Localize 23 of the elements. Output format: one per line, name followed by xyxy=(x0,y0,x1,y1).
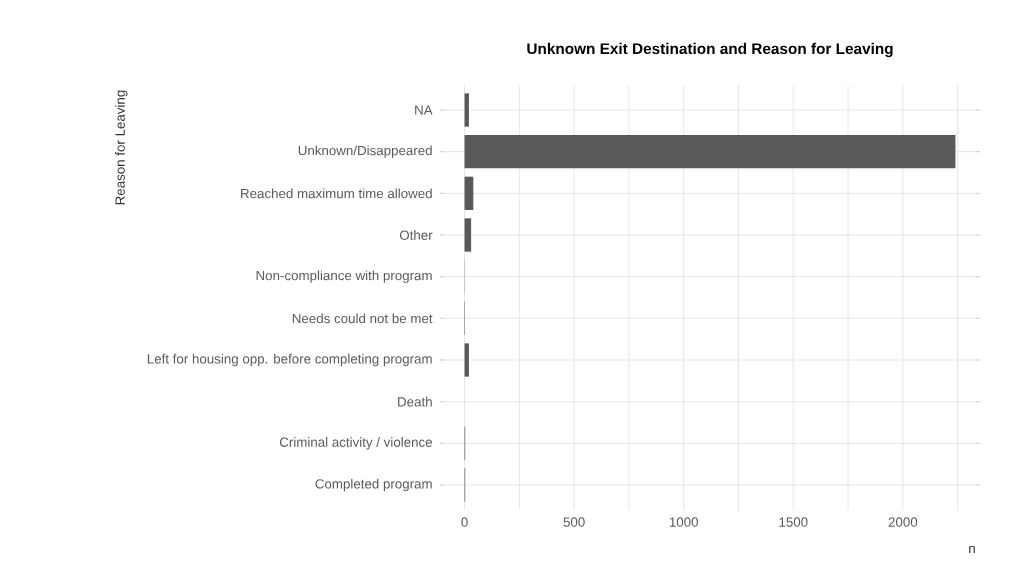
y-tick-label: Non-compliance with program xyxy=(256,270,432,283)
y-tick-label: Death xyxy=(398,396,432,407)
bar xyxy=(464,93,469,127)
bar xyxy=(464,176,474,210)
bar xyxy=(464,343,469,377)
y-tick-label: Reached maximum time allowed xyxy=(241,188,432,199)
x-tick-label: 1000 xyxy=(669,517,699,527)
x-tick-label: 0 xyxy=(461,517,468,527)
y-tick-label: Left for housing opp. before completing program xyxy=(147,353,432,367)
y-tick-label: Other xyxy=(399,230,433,240)
y-tick-label: Needs could not be met xyxy=(292,313,433,324)
y-tick-label: Criminal activity / violence xyxy=(279,437,432,450)
y-tick-label: Completed program xyxy=(315,478,432,492)
x-tick-label: 2000 xyxy=(888,517,918,527)
y-tick-label: NA xyxy=(415,105,433,115)
bar xyxy=(464,218,472,252)
x-tick-label: 1500 xyxy=(779,517,808,527)
y-axis-title: Reason for Leaving xyxy=(115,90,128,205)
chart-title: Unknown Exit Destination and Reason for Leaving xyxy=(527,42,893,58)
x-tick-label: 500 xyxy=(563,517,585,527)
y-tick-label: Unknown/Disappeared xyxy=(298,145,432,158)
bar xyxy=(464,135,956,169)
x-axis-title: n xyxy=(969,545,975,553)
